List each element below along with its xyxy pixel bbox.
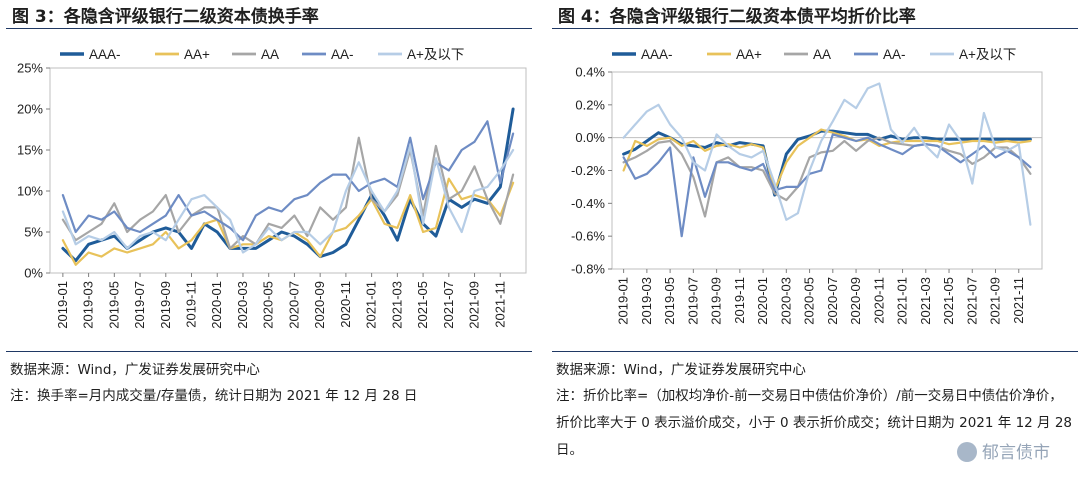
- figure-3-panel: 图 3：各隐含评级银行二级资本债换手率 0% 5% 10% 15% 20% 25% 2019…: [6, 0, 534, 495]
- x-tick-label: 2019-07: [132, 281, 147, 329]
- legend-label: AA-: [331, 47, 354, 62]
- legend-label: AA+: [184, 47, 210, 62]
- x-tick-label: 2021-11: [1011, 277, 1026, 324]
- source-line: 数据来源：Wind，广发证券发展研究中心: [556, 362, 806, 378]
- y-tick-label: 20%: [17, 102, 43, 117]
- x-tick-label: 2021-03: [389, 281, 404, 329]
- x-tick-label: 2020-11: [338, 281, 353, 328]
- x-tick-label: 2020-09: [312, 281, 327, 329]
- x-tick-label: 2021-09: [988, 277, 1003, 325]
- figure-4-title: 图 4：各隐含评级银行二级资本债平均折价比率: [558, 7, 916, 27]
- x-tick-label: 2021-01: [364, 281, 379, 329]
- x-tick-label: 2020-11: [871, 277, 886, 324]
- x-tick-label: 2020-03: [778, 277, 793, 325]
- x-tick-label: 2021-05: [941, 277, 956, 325]
- source-rule: [6, 351, 532, 352]
- x-tick-label: 2021-07: [441, 281, 456, 329]
- figure-4-panel: 图 4：各隐含评级银行二级资本债平均折价比率 -0.8% -0.6% -0.4% -0…: [552, 0, 1080, 495]
- discount-ratio-line-chart: -0.8% -0.6% -0.4% -0.2% 0.0% 0.2% 0.4% 2019-01 2…: [571, 47, 1043, 325]
- x-tick-label: 2021-07: [964, 277, 979, 325]
- legend-label: AAA-: [89, 47, 121, 62]
- x-tick-label: 2019-09: [709, 277, 724, 325]
- y-tick-label: 10%: [17, 184, 43, 199]
- y-tick-label: 0.2%: [575, 97, 605, 112]
- y-tick-label: 25%: [17, 61, 43, 76]
- turnover-line-chart: 0% 5% 10% 15% 20% 25% 2019-01 2019-03 2019-05 201…: [17, 47, 527, 329]
- legend-label: A+及以下: [959, 47, 1016, 62]
- series-line-AAA-: [61, 107, 515, 263]
- legend-label: AA: [813, 47, 831, 62]
- x-tick-label: 2020-05: [802, 277, 817, 325]
- legend-label: AA-: [883, 47, 906, 62]
- x-tick-label: 2020-07: [286, 281, 301, 329]
- x-tick-label: 2019-09: [158, 281, 173, 329]
- series-line-AA-: [622, 133, 1032, 238]
- x-tick-label: 2020-01: [755, 277, 770, 325]
- x-tick-label: 2019-11: [184, 281, 199, 328]
- series-line-A+及以下: [61, 144, 515, 254]
- x-tick-label: 2019-03: [639, 277, 654, 325]
- y-tick-label: -0.2%: [571, 163, 605, 178]
- x-tick-label: 2019-05: [662, 277, 677, 325]
- series-line-A+及以下: [622, 82, 1032, 226]
- y-tick-label: 5%: [24, 225, 43, 240]
- x-tick-label: 2019-01: [616, 277, 631, 325]
- x-tick-label: 2020-01: [209, 281, 224, 329]
- x-tick-label: 2019-03: [81, 281, 96, 329]
- x-tick-label: 2020-05: [261, 281, 276, 329]
- x-tick-label: 2021-11: [492, 281, 507, 328]
- watermark-text: 郁言债市: [982, 443, 1050, 463]
- x-tick-label: 2020-09: [848, 277, 863, 325]
- x-tick-label: 2019-11: [732, 277, 747, 324]
- series-line-AA: [61, 136, 515, 250]
- legend-label: A+及以下: [407, 47, 464, 62]
- y-tick-label: 0%: [24, 266, 43, 281]
- y-tick-label: 15%: [17, 143, 43, 158]
- plot-frame: [49, 67, 527, 274]
- figure-3-title: 图 3：各隐含评级银行二级资本债换手率: [12, 7, 319, 27]
- title-rule: [552, 28, 1078, 29]
- x-tick-label: 2021-09: [467, 281, 482, 329]
- x-tick-label: 2020-03: [235, 281, 250, 329]
- watermark: 郁言债市: [957, 438, 1050, 463]
- y-tick-label: -0.6%: [571, 229, 605, 244]
- y-tick-label: -0.4%: [571, 196, 605, 211]
- x-tick-label: 2019-07: [685, 277, 700, 325]
- x-tick-label: 2021-03: [918, 277, 933, 325]
- legend-label: AAA-: [641, 47, 673, 62]
- plot-frame: [611, 71, 1043, 270]
- x-tick-label: 2021-05: [415, 281, 430, 329]
- source-rule: [552, 351, 1078, 352]
- y-tick-label: 0.0%: [575, 130, 605, 145]
- x-tick-label: 2021-01: [895, 277, 910, 325]
- source-line: 数据来源：Wind，广发证券发展研究中心: [10, 362, 260, 378]
- x-tick-label: 2019-05: [106, 281, 121, 329]
- legend-label: AA: [261, 47, 279, 62]
- y-tick-label: 0.4%: [575, 65, 605, 80]
- note-text: 注：换手率=月内成交量/存量债，统计日期为 2021 年 12 月 28 日: [10, 388, 418, 404]
- x-tick-label: 2019-01: [55, 281, 70, 329]
- wechat-icon: [957, 442, 977, 462]
- y-tick-label: -0.8%: [571, 262, 605, 277]
- note-text: 注：折价比率=（加权均净价-前一交易日中债估价净价）/前一交易日中债估价净价，折…: [556, 388, 1073, 458]
- title-rule: [6, 28, 532, 29]
- x-tick-label: 2020-07: [825, 277, 840, 325]
- legend-label: AA+: [736, 47, 762, 62]
